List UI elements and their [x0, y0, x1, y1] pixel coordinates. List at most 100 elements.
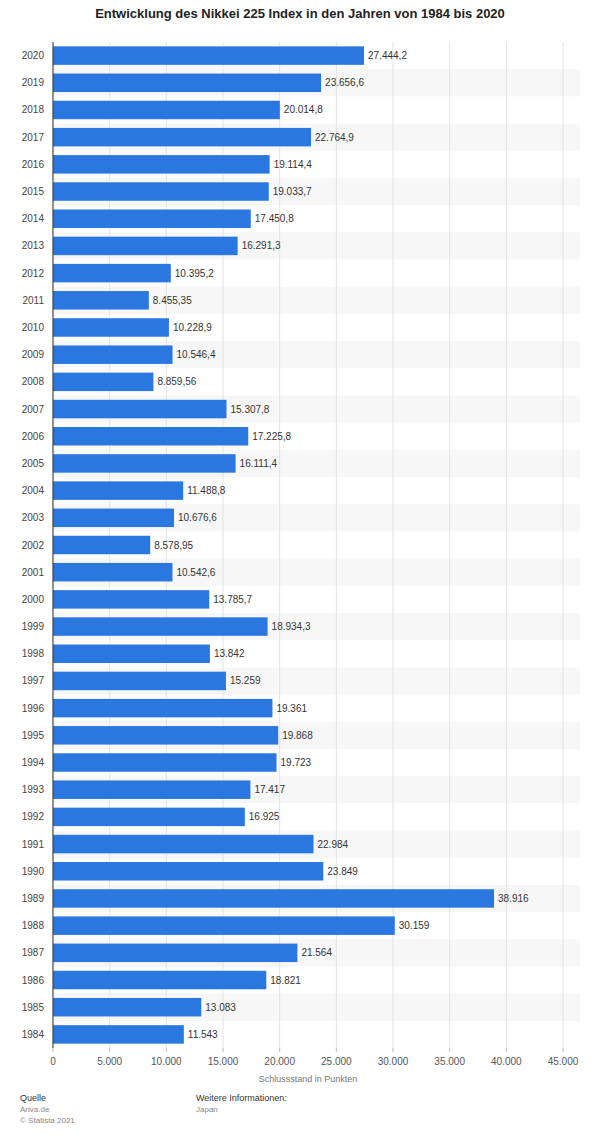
data-label: 10.395,2 [175, 268, 214, 279]
category-label: 2003 [22, 512, 45, 523]
data-label: 17.417 [254, 784, 285, 795]
category-label: 1994 [22, 757, 45, 768]
category-label: 1984 [22, 1029, 45, 1040]
category-label: 2002 [22, 540, 45, 551]
bar [53, 862, 323, 880]
bar [53, 645, 210, 663]
data-label: 20.014,8 [284, 104, 323, 115]
category-label: 2005 [22, 458, 45, 469]
row-stripe [53, 504, 580, 531]
category-label: 2012 [22, 268, 45, 279]
row-stripe [53, 69, 580, 96]
tick-label: 10.000 [151, 1056, 182, 1067]
tick-mark [279, 1048, 280, 1052]
data-label: 15.259 [230, 675, 261, 686]
bar [53, 726, 278, 744]
bar [53, 590, 209, 608]
data-label: 16.291,3 [242, 240, 281, 251]
bar [53, 780, 250, 798]
data-label: 10.546,4 [177, 349, 216, 360]
bar [53, 699, 272, 717]
data-label: 18.934,3 [272, 621, 311, 632]
row-stripe [53, 939, 580, 966]
title: Entwicklung des Nikkei 225 Index in den … [95, 6, 505, 21]
tick-label: 45.000 [548, 1056, 579, 1067]
tick-label: 25.000 [321, 1056, 352, 1067]
bar [53, 209, 251, 227]
row-stripe [53, 178, 580, 205]
bar [53, 264, 171, 282]
tick-mark [166, 1048, 167, 1052]
row-stripe [53, 287, 580, 314]
category-label: 1990 [22, 866, 45, 877]
grid-line [563, 42, 564, 1048]
row-stripe [53, 994, 580, 1021]
axis-label: Schlussstand in Punkten [259, 1074, 358, 1084]
tick-label: 15.000 [208, 1056, 239, 1067]
category-label: 2016 [22, 159, 45, 170]
data-label: 11.488,8 [187, 485, 226, 496]
row-stripe [53, 613, 580, 640]
bar [53, 237, 238, 255]
tick-label: 5.000 [97, 1056, 122, 1067]
bar [53, 182, 269, 200]
data-label: 23.849 [327, 866, 358, 877]
tick-mark [506, 1048, 507, 1052]
category-label: 1997 [22, 675, 45, 686]
annotation: Ariva.de [20, 1105, 50, 1114]
data-label: 22.984 [317, 839, 348, 850]
data-label: 10.542,6 [176, 567, 215, 578]
row-stripe [53, 559, 580, 586]
data-label: 22.764,9 [315, 132, 354, 143]
bar [53, 916, 395, 934]
category-label: 1996 [22, 703, 45, 714]
data-label: 21.564 [301, 947, 332, 958]
bar [53, 373, 153, 391]
tick-mark [449, 1048, 450, 1052]
data-label: 13.842 [214, 648, 245, 659]
data-label: 8.859,56 [157, 376, 196, 387]
data-label: 15.307,8 [230, 404, 269, 415]
data-label: 30.159 [399, 920, 430, 931]
data-label: 19.723 [281, 757, 312, 768]
category-label: 2009 [22, 349, 45, 360]
data-label: 10.676,6 [178, 512, 217, 523]
tick-mark [563, 1048, 564, 1052]
data-label: 11.543 [188, 1029, 218, 1040]
bar [53, 291, 149, 309]
category-label: 1995 [22, 730, 45, 741]
bar [53, 808, 245, 826]
bars [53, 46, 494, 1043]
category-label: 1985 [22, 1002, 45, 1013]
bar [53, 454, 236, 472]
row-stripe [53, 341, 580, 368]
bar [53, 155, 270, 173]
category-label: 1986 [22, 975, 45, 986]
annotation: Quelle [20, 1093, 46, 1103]
bar [53, 128, 311, 146]
annotation: Japan [196, 1105, 218, 1114]
bar [53, 427, 248, 445]
data-label: 19.114,4 [274, 159, 313, 170]
bar [53, 944, 297, 962]
category-label: 1989 [22, 893, 45, 904]
tick-label: 40.000 [491, 1056, 522, 1067]
bar [53, 998, 201, 1016]
category-label: 2010 [22, 322, 45, 333]
bar [53, 74, 321, 92]
category-label: 1987 [22, 947, 45, 958]
data-label: 13.083 [205, 1002, 236, 1013]
data-label: 38.916 [498, 893, 529, 904]
bar [53, 46, 364, 64]
row-stripe [53, 124, 580, 151]
data-label: 16.111,4 [240, 458, 278, 469]
row-stripe [53, 232, 580, 259]
grid-line [53, 42, 54, 1048]
data-label: 16.925 [249, 811, 280, 822]
tick-label: 30.000 [378, 1056, 409, 1067]
category-label: 1993 [22, 784, 45, 795]
data-label: 13.785,7 [213, 594, 252, 605]
category-label: 2000 [22, 594, 45, 605]
bar [53, 509, 174, 527]
category-label: 2018 [22, 104, 45, 115]
